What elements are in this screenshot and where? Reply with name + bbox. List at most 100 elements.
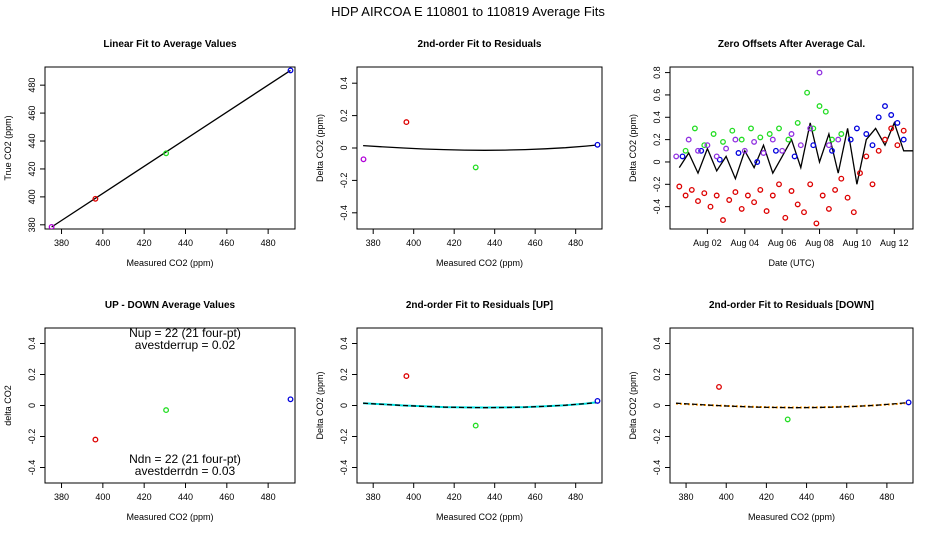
x-axis-label: Measured CO2 (ppm)	[436, 258, 523, 268]
x-axis-label: Measured CO2 (ppm)	[436, 512, 523, 522]
data-point	[810, 125, 817, 132]
data-point	[688, 186, 695, 193]
y-tick-label: 0	[27, 403, 37, 408]
data-point	[754, 159, 761, 165]
x-tick-label: 460	[528, 238, 543, 248]
panel-linear-fit: Linear Fit to Average Values Measured CO2…	[3, 39, 296, 268]
y-axis-label: Delta CO2 (ppm)	[315, 371, 325, 439]
y-tick-label: 400	[27, 189, 37, 204]
data-point	[832, 186, 839, 193]
data-point	[710, 131, 717, 137]
data-point	[829, 147, 835, 154]
data-point	[888, 125, 895, 132]
fit-line	[363, 144, 596, 151]
y-tick-label: -0.4	[652, 199, 662, 215]
y-axis-label: delta CO2	[3, 385, 13, 426]
y-tick-label: 0.2	[339, 368, 349, 381]
data-point	[863, 153, 870, 160]
y-axis-label: Delta CO2 (ppm)	[315, 114, 325, 182]
annotation: avestderrdn = 0.03	[135, 464, 236, 478]
y-tick-label: 420	[27, 161, 37, 176]
data-point	[738, 205, 745, 212]
y-tick-label: 0.4	[652, 111, 662, 124]
data-point	[403, 119, 410, 126]
plot-area	[360, 119, 601, 171]
y-tick-label: -0.2	[652, 429, 662, 445]
data-point	[707, 203, 714, 210]
x-tick-label: 400	[719, 492, 734, 502]
data-point	[720, 138, 726, 145]
y-tick-label: 380	[27, 217, 37, 232]
y-tick-label: -0.4	[339, 205, 349, 221]
x-tick-label: 480	[879, 492, 894, 502]
x-tick-label: Aug 12	[880, 238, 909, 248]
data-point	[757, 134, 764, 141]
data-point	[794, 119, 801, 126]
data-point	[844, 194, 851, 201]
data-point	[894, 119, 901, 126]
data-point	[857, 170, 863, 177]
data-point	[713, 192, 720, 199]
data-point	[594, 397, 601, 404]
y-axis-label: Delta CO2 (ppm)	[628, 371, 638, 439]
data-point	[829, 136, 835, 143]
x-tick-label: Aug 08	[805, 238, 834, 248]
y-tick-label: -0.2	[652, 177, 662, 193]
data-point	[679, 153, 686, 160]
data-point	[900, 136, 907, 143]
data-point	[807, 181, 814, 188]
data-point	[888, 112, 895, 118]
panel-zero-offsets: Zero Offsets After Average Cal. Date (UTC…	[628, 39, 914, 268]
x-tick-label: 480	[261, 492, 276, 502]
y-tick-label: 0.2	[339, 109, 349, 122]
data-point	[853, 125, 860, 132]
data-point	[676, 183, 683, 190]
data-point	[163, 407, 170, 414]
fit-line	[675, 402, 908, 409]
data-point	[701, 142, 708, 149]
y-tick-label: 0.4	[339, 77, 349, 90]
data-point	[813, 220, 820, 227]
data-point	[816, 103, 823, 110]
panel-up-down: UP - DOWN Average Values Measured CO2 (pp…	[3, 300, 296, 522]
panel-title: 2nd-order Fit to Residuals [UP]	[406, 300, 553, 311]
data-point	[691, 125, 698, 132]
x-tick-label: 480	[568, 492, 583, 502]
data-point	[791, 153, 798, 160]
x-tick-label: 460	[839, 492, 854, 502]
x-tick-label: 400	[95, 238, 110, 248]
y-tick-label: -0.4	[27, 460, 37, 476]
y-axis-label: Delta CO2 (ppm)	[628, 114, 638, 182]
x-tick-label: 420	[137, 238, 152, 248]
data-point	[713, 153, 720, 160]
y-tick-label: 0	[339, 145, 349, 150]
data-point	[360, 156, 367, 163]
x-tick-label: 380	[366, 238, 381, 248]
x-tick-label: 480	[568, 238, 583, 248]
y-tick-label: 0.4	[339, 337, 349, 350]
x-tick-label: 440	[178, 492, 193, 502]
y-tick-label: 460	[27, 106, 37, 121]
x-tick-label: Aug 10	[843, 238, 872, 248]
x-tick-label: 440	[487, 238, 502, 248]
data-point	[732, 136, 739, 143]
data-point	[92, 436, 99, 443]
y-tick-label: 440	[27, 134, 37, 149]
data-point	[472, 164, 479, 171]
data-point	[835, 136, 842, 143]
annotation: Nup = 22 (21 four-pt)	[129, 326, 241, 340]
data-point	[847, 136, 854, 143]
x-tick-label: Aug 06	[768, 238, 797, 248]
data-point	[801, 209, 807, 216]
y-tick-label: 0.2	[652, 133, 662, 146]
data-point	[794, 201, 801, 208]
data-point	[741, 147, 748, 154]
x-tick-label: 460	[219, 492, 234, 502]
y-tick-label: 0	[652, 403, 662, 408]
data-point	[905, 399, 912, 406]
data-point	[403, 373, 410, 380]
data-point	[763, 208, 770, 215]
data-point	[776, 125, 782, 132]
annotation: Ndn = 22 (21 four-pt)	[129, 452, 241, 466]
